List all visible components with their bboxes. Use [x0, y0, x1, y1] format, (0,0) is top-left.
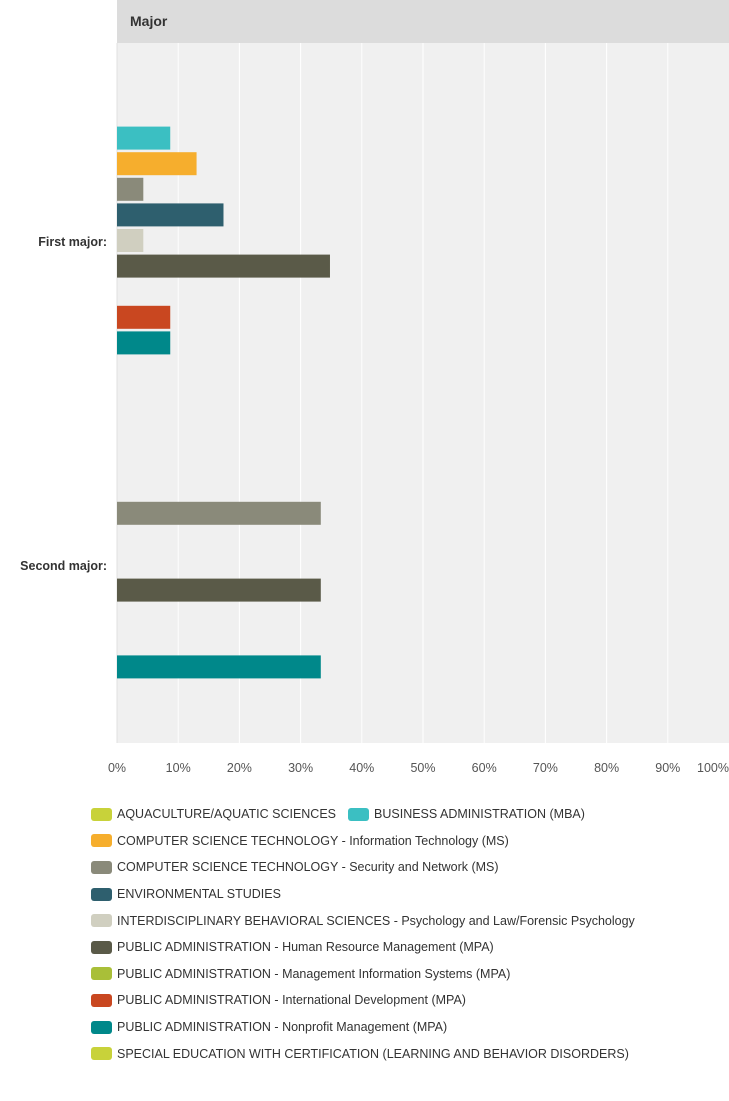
bar: [117, 152, 197, 176]
x-tick-label: 50%: [410, 761, 435, 775]
x-tick-label: 30%: [288, 761, 313, 775]
legend-row: AQUACULTURE/AQUATIC SCIENCES BUSINESS ADM…: [91, 801, 721, 828]
x-tick-label: 10%: [166, 761, 191, 775]
legend-item: BUSINESS ADMINISTRATION (MBA): [348, 807, 585, 821]
legend-item: PUBLIC ADMINISTRATION - International De…: [91, 993, 466, 1007]
bar: [117, 331, 171, 355]
bar: [117, 177, 144, 201]
legend-label: SPECIAL EDUCATION WITH CERTIFICATION (LE…: [117, 1046, 629, 1061]
legend-item: PUBLIC ADMINISTRATION - Management Infor…: [91, 967, 510, 981]
legend-row: SPECIAL EDUCATION WITH CERTIFICATION (LE…: [91, 1040, 721, 1067]
legend-label: COMPUTER SCIENCE TECHNOLOGY - Informatio…: [117, 833, 509, 848]
x-tick-label: 0%: [108, 761, 126, 775]
legend-item: COMPUTER SCIENCE TECHNOLOGY - Informatio…: [91, 834, 509, 848]
legend-label: BUSINESS ADMINISTRATION (MBA): [374, 807, 585, 822]
x-tick-label: 100%: [697, 761, 729, 775]
legend-label: COMPUTER SCIENCE TECHNOLOGY - Security a…: [117, 860, 499, 875]
x-tick-label: 80%: [594, 761, 619, 775]
legend-label: AQUACULTURE/AQUATIC SCIENCES: [117, 807, 337, 822]
x-tick-label: 70%: [533, 761, 558, 775]
x-tick-label: 90%: [655, 761, 680, 775]
legend-swatch: [91, 860, 112, 874]
legend-swatch: [91, 1020, 112, 1034]
legend-row: PUBLIC ADMINISTRATION - International De…: [91, 987, 721, 1014]
legend-swatch: [91, 887, 112, 901]
bar: [117, 229, 144, 252]
legend-row: PUBLIC ADMINISTRATION - Human Resource M…: [91, 934, 721, 961]
bar: [117, 655, 321, 679]
x-tick-label: 60%: [472, 761, 497, 775]
category-label: First major:: [38, 235, 107, 249]
bar: [117, 254, 330, 278]
bar: [117, 305, 171, 329]
legend-item: ENVIRONMENTAL STUDIES: [91, 887, 281, 901]
legend-row: COMPUTER SCIENCE TECHNOLOGY - Security a…: [91, 854, 721, 881]
legend-label: ENVIRONMENTAL STUDIES: [117, 887, 281, 902]
legend-item: INTERDISCIPLINARY BEHAVIORAL SCIENCES - …: [91, 914, 635, 928]
chart-title: Major: [130, 13, 168, 29]
legend-label: INTERDISCIPLINARY BEHAVIORAL SCIENCES - …: [117, 913, 635, 928]
legend-item: PUBLIC ADMINISTRATION - Nonprofit Manage…: [91, 1020, 447, 1034]
legend-item: COMPUTER SCIENCE TECHNOLOGY - Security a…: [91, 860, 499, 874]
legend-row: ENVIRONMENTAL STUDIES: [91, 881, 721, 908]
legend-swatch: [91, 940, 112, 954]
legend-item: SPECIAL EDUCATION WITH CERTIFICATION (LE…: [91, 1047, 629, 1061]
bar: [117, 126, 171, 150]
legend-row: PUBLIC ADMINISTRATION - Management Infor…: [91, 961, 721, 988]
x-tick-label: 20%: [227, 761, 252, 775]
legend-swatch: [91, 1047, 112, 1061]
legend-item: AQUACULTURE/AQUATIC SCIENCES: [91, 807, 336, 821]
legend-label: PUBLIC ADMINISTRATION - International De…: [117, 993, 466, 1008]
legend-swatch: [91, 807, 112, 821]
legend-label: PUBLIC ADMINISTRATION - Human Resource M…: [117, 940, 494, 955]
legend-swatch: [348, 807, 370, 821]
legend-swatch: [91, 914, 112, 928]
legend-swatch: [91, 993, 112, 1007]
legend-swatch: [91, 834, 112, 848]
legend-item: PUBLIC ADMINISTRATION - Human Resource M…: [91, 940, 494, 954]
bar: [117, 501, 321, 525]
legend-row: INTERDISCIPLINARY BEHAVIORAL SCIENCES - …: [91, 907, 721, 934]
x-tick-label: 40%: [349, 761, 374, 775]
legend-label: PUBLIC ADMINISTRATION - Nonprofit Manage…: [117, 1020, 448, 1035]
legend-swatch: [91, 967, 112, 981]
chart-header: [117, 0, 729, 43]
legend-label: PUBLIC ADMINISTRATION - Management Infor…: [117, 966, 511, 981]
legend: AQUACULTURE/AQUATIC SCIENCES BUSINESS ADM…: [91, 801, 721, 1067]
category-label: Second major:: [20, 559, 107, 573]
legend-row: PUBLIC ADMINISTRATION - Nonprofit Manage…: [91, 1014, 721, 1041]
bar: [117, 578, 321, 602]
bar: [117, 203, 224, 227]
legend-row: COMPUTER SCIENCE TECHNOLOGY - Informatio…: [91, 828, 721, 855]
